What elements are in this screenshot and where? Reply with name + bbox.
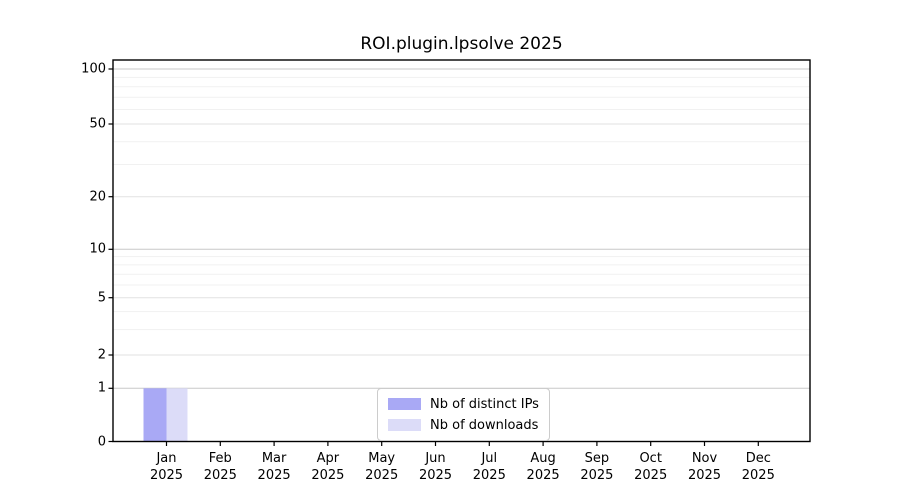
x-tick-label-jul: Jul 2025 xyxy=(473,450,506,484)
y-tick-label-10: 10 xyxy=(89,241,106,257)
year-label: 2025 xyxy=(526,467,560,483)
x-tick-label-jun: Jun 2025 xyxy=(419,450,452,484)
x-tick-label-apr: Apr 2025 xyxy=(311,450,344,484)
y-tick-label-20: 20 xyxy=(89,189,106,205)
month-label: Feb xyxy=(208,450,232,466)
y-tick-label-2: 2 xyxy=(97,347,106,363)
legend-swatch-distinct-ips xyxy=(388,398,421,410)
x-tick-label-aug: Aug 2025 xyxy=(527,450,560,484)
legend-item-distinct-ips: Nb of distinct IPs xyxy=(388,396,539,412)
month-label: Dec xyxy=(745,450,771,466)
legend-item-downloads: Nb of downloads xyxy=(388,417,539,433)
y-tick-label-1: 1 xyxy=(97,380,106,396)
month-label: May xyxy=(368,450,396,466)
legend-label-downloads: Nb of downloads xyxy=(430,417,539,433)
year-label: 2025 xyxy=(149,467,184,483)
year-label: 2025 xyxy=(311,467,345,483)
year-label: 2025 xyxy=(203,467,237,483)
legend-label-distinct-ips: Nb of distinct IPs xyxy=(430,396,539,412)
month-label: Jun xyxy=(425,450,446,466)
year-label: 2025 xyxy=(257,467,291,483)
x-tick-label-nov: Nov 2025 xyxy=(688,450,721,484)
month-label: Aug xyxy=(530,450,556,466)
y-tick-label-50: 50 xyxy=(89,116,106,132)
month-label: Sep xyxy=(584,450,610,466)
x-tick-label-oct: Oct 2025 xyxy=(634,450,667,484)
month-label: Mar xyxy=(261,450,287,466)
x-tick-label-jan: Jan 2025 xyxy=(150,450,183,484)
year-label: 2025 xyxy=(580,467,614,483)
year-label: 2025 xyxy=(687,467,722,483)
month-label: Apr xyxy=(316,450,340,466)
year-label: 2025 xyxy=(472,467,506,483)
x-tick-label-feb: Feb 2025 xyxy=(204,450,237,484)
month-label: Jul xyxy=(481,450,498,466)
month-label: Jan xyxy=(156,450,177,466)
plot-border xyxy=(112,59,811,443)
month-label: Nov xyxy=(691,450,718,466)
legend-swatch-downloads xyxy=(388,419,421,431)
month-label: Oct xyxy=(639,450,662,466)
x-tick-label-sep: Sep 2025 xyxy=(580,450,613,484)
x-tick-label-may: May 2025 xyxy=(365,450,398,484)
x-tick-label-dec: Dec 2025 xyxy=(742,450,775,484)
year-label: 2025 xyxy=(741,467,775,483)
year-label: 2025 xyxy=(365,467,399,483)
x-tick-label-mar: Mar 2025 xyxy=(258,450,291,484)
year-label: 2025 xyxy=(634,467,668,483)
bar-nb-of-downloads-jan xyxy=(166,388,188,442)
y-tick-label-0: 0 xyxy=(97,434,106,449)
year-label: 2025 xyxy=(418,467,453,483)
chart-title: ROI.plugin.lpsolve 2025 xyxy=(360,34,563,54)
legend: Nb of distinct IPs Nb of downloads xyxy=(377,388,550,441)
y-tick-label-5: 5 xyxy=(97,290,106,306)
bar-nb-of-distinct-ips-jan xyxy=(143,388,167,442)
y-tick-label-100: 100 xyxy=(81,61,106,77)
